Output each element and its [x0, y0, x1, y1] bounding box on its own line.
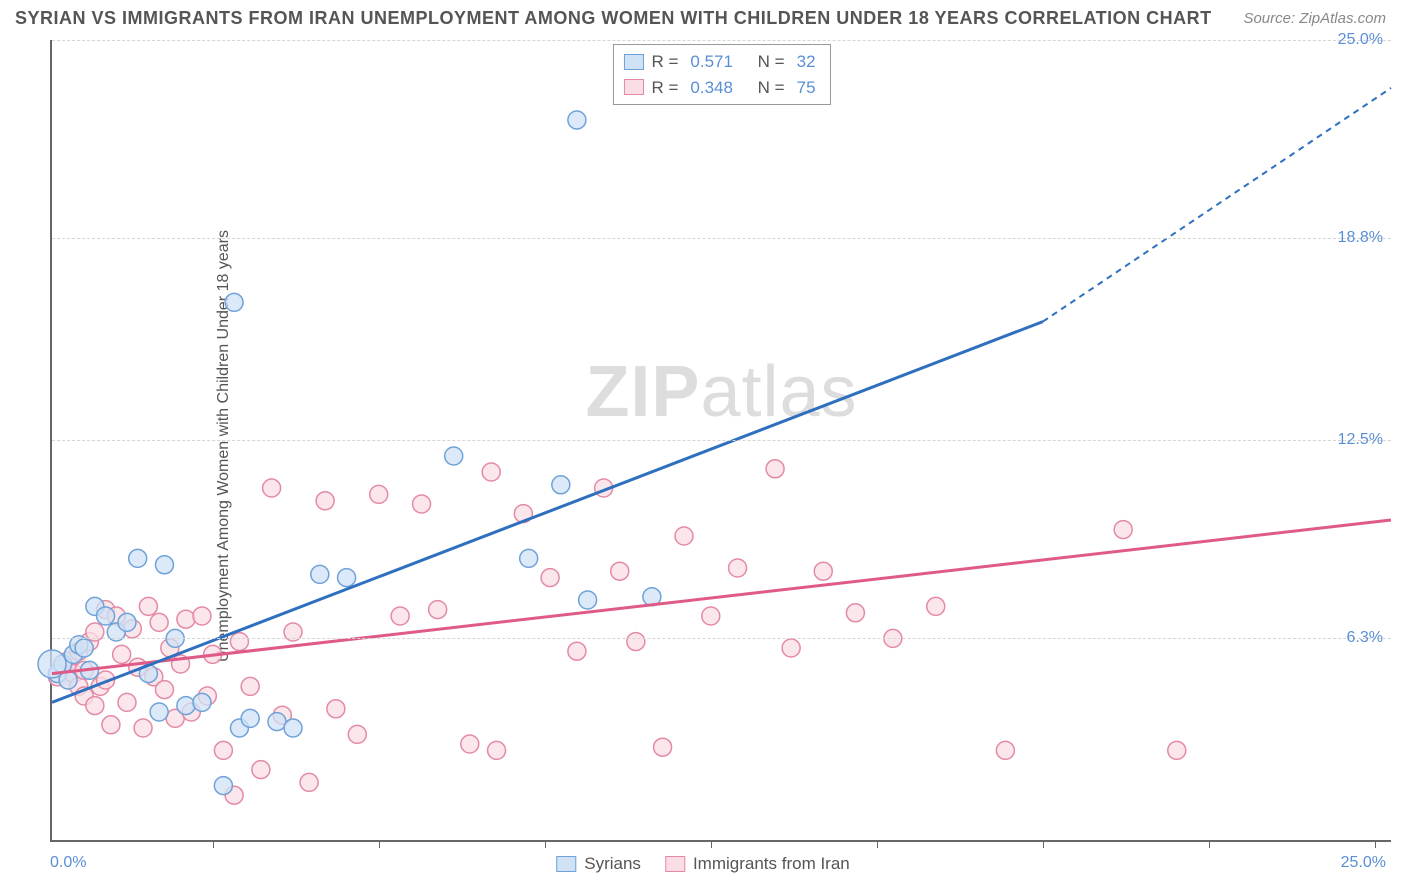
plot-area: ZIPatlas R = 0.571 N = 32 R = 0.348 N = …	[50, 40, 1391, 842]
data-point	[729, 559, 747, 577]
data-point	[193, 607, 211, 625]
data-point	[348, 725, 366, 743]
y-tick-label: 6.3%	[1347, 629, 1383, 647]
data-point	[268, 713, 286, 731]
data-point	[155, 681, 173, 699]
x-max-label: 25.0%	[1341, 854, 1386, 872]
data-point	[113, 645, 131, 663]
source-label: Source: ZipAtlas.com	[1243, 10, 1386, 27]
data-point	[118, 693, 136, 711]
data-point	[230, 633, 248, 651]
data-point	[86, 697, 104, 715]
data-point	[129, 549, 147, 567]
data-point	[445, 447, 463, 465]
data-point	[193, 693, 211, 711]
data-point	[316, 492, 334, 510]
chart-title: SYRIAN VS IMMIGRANTS FROM IRAN UNEMPLOYM…	[15, 8, 1212, 29]
legend-label-syrians: Syrians	[584, 854, 641, 874]
y-tick-label: 18.8%	[1338, 229, 1383, 247]
data-point	[654, 738, 672, 756]
data-point	[97, 607, 115, 625]
y-tick-label: 25.0%	[1338, 31, 1383, 49]
gridline	[52, 40, 1391, 41]
data-point	[327, 700, 345, 718]
x-tick	[711, 840, 712, 848]
y-tick-label: 12.5%	[1338, 431, 1383, 449]
data-point	[263, 479, 281, 497]
data-point	[241, 677, 259, 695]
gridline	[52, 638, 1391, 639]
data-point	[102, 716, 120, 734]
data-point	[579, 591, 597, 609]
x-tick	[877, 840, 878, 848]
data-point	[391, 607, 409, 625]
legend-item-iran: Immigrants from Iran	[665, 854, 850, 874]
data-point	[846, 604, 864, 622]
x-tick	[1209, 840, 1210, 848]
data-point	[996, 741, 1014, 759]
data-point	[134, 719, 152, 737]
data-point	[627, 633, 645, 651]
data-point	[214, 741, 232, 759]
gridline	[52, 440, 1391, 441]
data-point	[225, 293, 243, 311]
legend-item-syrians: Syrians	[556, 854, 641, 874]
x-tick	[1375, 840, 1376, 848]
data-point	[482, 463, 500, 481]
trend-line	[52, 520, 1391, 674]
data-point	[1168, 741, 1186, 759]
data-point	[520, 549, 538, 567]
data-point	[611, 562, 629, 580]
data-point	[814, 562, 832, 580]
data-point	[311, 565, 329, 583]
data-point	[675, 527, 693, 545]
x-tick	[545, 840, 546, 848]
data-point	[300, 773, 318, 791]
x-tick	[213, 840, 214, 848]
data-point	[177, 610, 195, 628]
x-tick	[1043, 840, 1044, 848]
data-point	[177, 697, 195, 715]
data-point	[118, 613, 136, 631]
swatch-iran-bottom	[665, 856, 685, 872]
data-point	[370, 485, 388, 503]
legend-label-iran: Immigrants from Iran	[693, 854, 850, 874]
data-point	[139, 597, 157, 615]
data-point	[541, 569, 559, 587]
data-point	[1114, 521, 1132, 539]
trend-line	[1043, 88, 1391, 322]
legend-bottom: Syrians Immigrants from Iran	[556, 854, 850, 874]
data-point	[413, 495, 431, 513]
data-point	[241, 709, 259, 727]
gridline	[52, 238, 1391, 239]
data-point	[338, 569, 356, 587]
x-tick	[379, 840, 380, 848]
data-point	[488, 741, 506, 759]
data-point	[461, 735, 479, 753]
data-point	[155, 556, 173, 574]
data-point	[702, 607, 720, 625]
data-point	[568, 642, 586, 660]
swatch-syrians-bottom	[556, 856, 576, 872]
data-point	[429, 601, 447, 619]
x-min-label: 0.0%	[50, 854, 86, 872]
data-point	[150, 703, 168, 721]
data-point	[284, 719, 302, 737]
data-point	[552, 476, 570, 494]
data-point	[150, 613, 168, 631]
data-point	[782, 639, 800, 657]
data-point	[766, 460, 784, 478]
data-point	[75, 639, 93, 657]
data-point	[927, 597, 945, 615]
data-point	[252, 761, 270, 779]
data-point	[568, 111, 586, 129]
data-point	[214, 777, 232, 795]
